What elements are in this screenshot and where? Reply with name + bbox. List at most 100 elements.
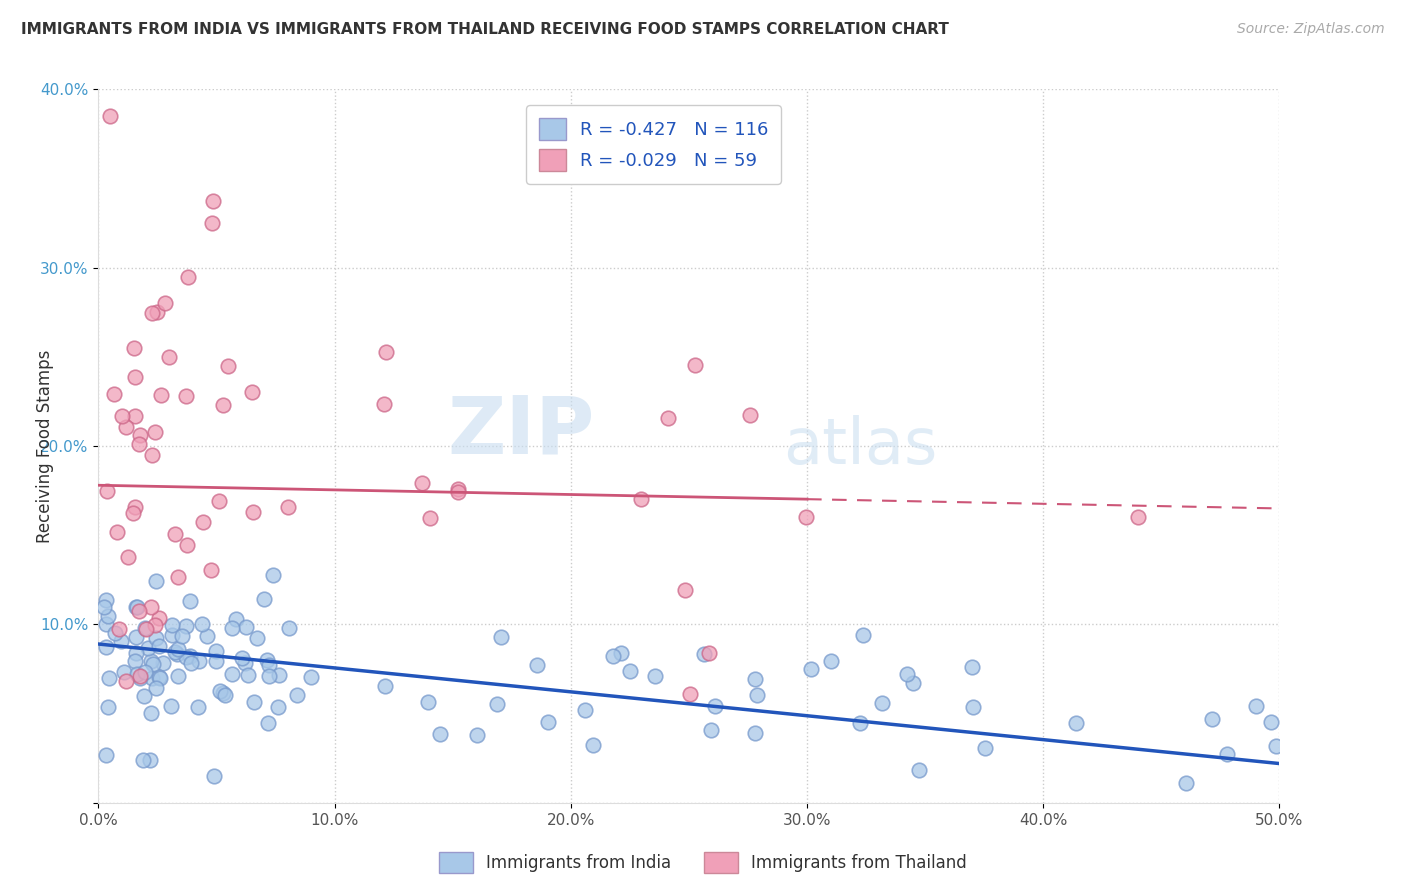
Point [526,658,548,673]
Point [191,515,214,529]
Point [901,675,924,690]
Point [165,645,187,659]
Point [124,500,146,514]
Point [96,617,118,632]
Point [630,491,652,506]
Point [204,654,226,668]
Point [259,668,281,682]
Point [870,697,893,711]
Point [419,510,441,524]
Point [700,723,723,737]
Point [277,500,299,515]
Point [231,651,253,665]
Point [149,671,172,685]
Point [179,594,201,608]
Point [221,622,243,636]
Point [962,700,984,714]
Point [94,593,117,607]
Point [128,428,150,442]
Point [141,671,163,685]
Point [136,641,159,656]
Point [128,671,150,685]
Point [160,628,183,642]
Point [204,644,226,658]
Point [110,634,132,648]
Point [153,296,176,310]
Point [97,608,120,623]
Point [201,194,224,208]
Point [166,641,188,656]
Point [180,656,202,670]
Point [131,753,153,767]
Point [411,476,433,491]
Point [1216,747,1239,762]
Text: Receiving Food Stamps: Receiving Food Stamps [37,350,55,542]
Text: ZIP: ZIP [447,392,595,471]
Point [908,763,931,777]
Point [257,658,280,673]
Point [262,567,284,582]
Point [285,688,308,702]
Point [174,619,197,633]
Point [212,397,235,411]
Point [221,666,243,681]
Point [201,216,224,230]
Point [416,695,439,709]
Point [447,484,470,499]
Point [165,526,187,541]
Point [148,639,170,653]
Text: atlas: atlas [783,415,938,477]
Point [167,669,190,683]
Point [299,670,322,684]
Point [800,662,823,676]
Point [697,646,720,660]
Point [374,679,396,693]
Point [148,670,170,684]
Point [96,483,118,498]
Point [582,738,605,752]
Point [94,640,117,654]
Point [111,409,134,424]
Point [139,654,162,668]
Point [104,626,127,640]
Point [536,714,558,729]
Point [112,665,135,680]
Point [160,618,183,632]
Point [187,654,209,668]
Point [644,669,666,683]
Point [174,389,197,403]
Point [1260,714,1282,729]
Point [609,646,631,660]
Point [973,740,995,755]
Point [124,409,146,423]
Point [177,269,200,284]
Point [139,706,162,721]
Point [134,621,156,635]
Point [704,699,727,714]
Point [115,673,138,688]
Point [128,604,150,618]
Point [125,667,148,681]
Legend: Immigrants from India, Immigrants from Thailand: Immigrants from India, Immigrants from T… [433,846,973,880]
Point [200,563,222,577]
Point [97,699,120,714]
Point [143,425,166,439]
Point [103,386,125,401]
Point [447,482,470,496]
Point [150,388,173,402]
Point [128,669,150,683]
Point [139,600,162,615]
Point [1264,739,1286,753]
Point [134,689,156,703]
Point [122,341,145,355]
Point [236,668,259,682]
Point [127,599,149,614]
Point [1064,716,1087,731]
Point [217,359,239,373]
Point [166,570,188,584]
Point [960,660,983,674]
Point [152,657,174,671]
Point [896,667,918,681]
Point [145,681,167,695]
Point [212,686,235,700]
